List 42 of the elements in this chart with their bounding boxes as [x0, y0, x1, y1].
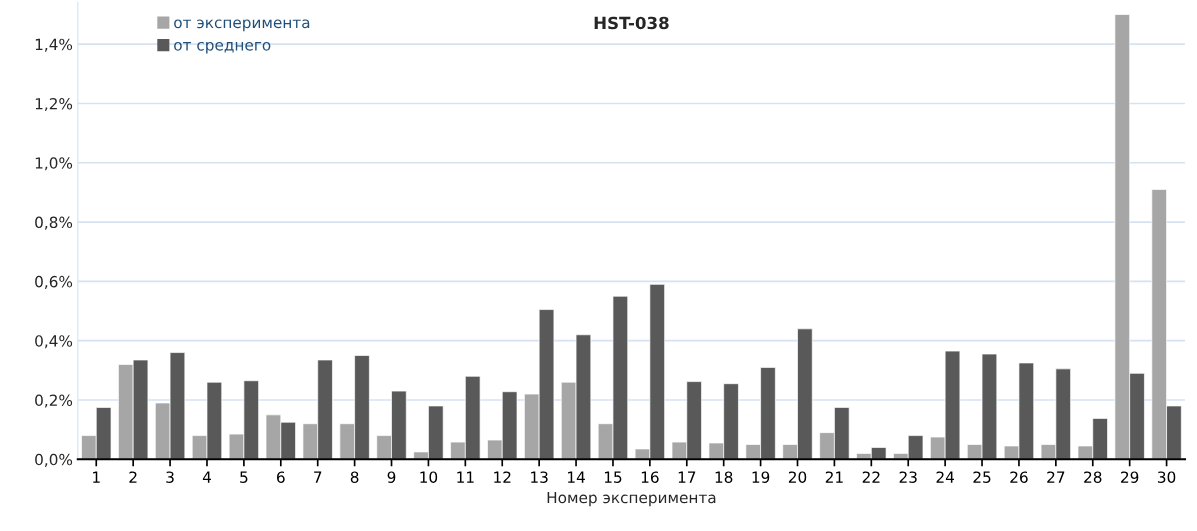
x-tick-label: 22: [862, 471, 880, 483]
x-tick-label: 15: [604, 471, 622, 483]
x-tick-label: 12: [494, 471, 511, 483]
x-tick-label: 27: [1047, 471, 1065, 483]
y-tick-label: 0,6%: [35, 275, 73, 289]
x-tick-label: 8: [350, 471, 359, 483]
x-tick-label: 26: [1010, 471, 1028, 483]
x-tick-label: 2: [129, 471, 137, 483]
y-tick-label: 0,8%: [35, 216, 73, 230]
x-tick-label: 28: [1084, 471, 1102, 483]
y-tick-label: 0,4%: [35, 335, 73, 349]
x-tick-label: 30: [1158, 471, 1176, 483]
x-tick-label: 4: [202, 471, 211, 483]
x-tick-label: 24: [936, 471, 954, 483]
y-tick-label: 1,4%: [35, 38, 73, 52]
x-tick-label: 17: [678, 471, 696, 483]
x-tick-label: 3: [166, 471, 174, 483]
x-tick-label: 14: [568, 471, 585, 483]
x-tick-label: 21: [825, 471, 843, 483]
x-tick-label: 16: [641, 471, 659, 483]
x-tick-label: 19: [752, 471, 770, 483]
x-tick-label: 5: [240, 471, 248, 483]
x-tick-label: 25: [973, 471, 991, 483]
x-tick-label: 29: [1121, 471, 1139, 483]
legend-label: от среднего: [174, 41, 271, 54]
x-tick-label: 23: [899, 471, 917, 483]
x-axis-title: Номер эксперимента: [547, 491, 716, 507]
text: HST-038: [594, 16, 669, 30]
x-tick-label: 9: [387, 471, 396, 483]
y-tick-label: 1,2%: [35, 97, 73, 112]
x-tick-label: 6: [277, 471, 285, 483]
legend-label: от эксперимента: [174, 19, 310, 32]
x-tick-label: 18: [715, 471, 733, 483]
y-tick-label: 0,0%: [35, 453, 73, 467]
y-tick-label: 1,0%: [35, 157, 73, 171]
x-tick-label: 13: [531, 471, 548, 483]
y-tick-label: 0,2%: [35, 394, 73, 408]
x-tick-label: 11: [457, 471, 474, 483]
x-tick-label: 7: [314, 471, 322, 483]
x-tick-label: 1: [93, 471, 100, 483]
x-tick-label: 20: [788, 471, 807, 483]
x-tick-label: 10: [420, 471, 438, 483]
